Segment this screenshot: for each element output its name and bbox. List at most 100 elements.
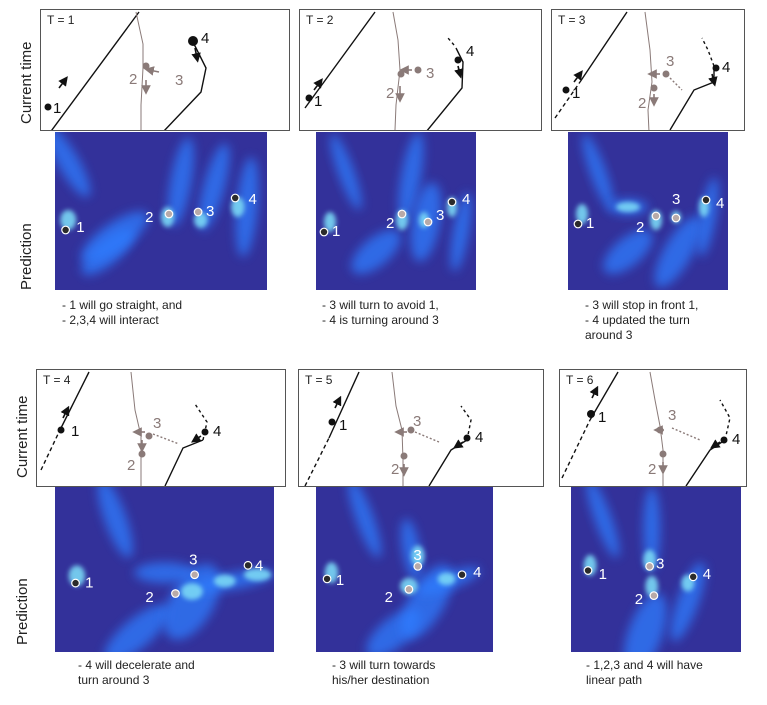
caption-line: linear path: [586, 673, 643, 687]
agent-dot: [712, 64, 720, 72]
trajectory-line: [414, 431, 440, 443]
probability-blob: [198, 143, 230, 231]
trajectory-plot: 1 2 3 4: [40, 371, 221, 486]
trajectory-plot: 1 2 3 4: [554, 11, 730, 130]
agent-dot: [44, 103, 52, 111]
agent-dot: [407, 426, 415, 434]
time-label: T = 1: [47, 13, 75, 27]
agent-marker: [404, 584, 414, 594]
agent-marker: [71, 578, 80, 588]
trajectory-line: [428, 439, 468, 486]
agent-label: 2: [385, 589, 393, 606]
agent-label: 4: [473, 564, 481, 581]
trajectory-line: [701, 37, 715, 67]
time-label: T = 2: [306, 13, 334, 27]
agent-dot: [659, 450, 667, 458]
caption-line: - 1,2,3 and 4 will have: [586, 658, 703, 672]
heading-arrow: [313, 78, 323, 91]
agent-label: 1: [599, 566, 607, 583]
current-time-panel: T = 3 1 2 3 4: [551, 9, 745, 131]
trajectory-line: [163, 41, 207, 130]
caption-line: - 4 is turning around 3: [322, 313, 439, 327]
agent-label: 2: [635, 591, 643, 608]
agent-label: 1: [572, 85, 580, 102]
row-label-current-bottom: Current time: [14, 395, 31, 478]
heading-arrow: [144, 66, 160, 76]
time-label: T = 6: [566, 373, 594, 387]
prediction-heatmap: 1 2 3 4: [316, 132, 476, 290]
agent-marker: [447, 197, 457, 207]
agent-dot: [562, 86, 570, 94]
agent-marker: [61, 225, 71, 235]
probability-blob: [450, 192, 472, 272]
trajectory-line: [164, 439, 204, 486]
row-label-current-top: Current time: [18, 41, 35, 124]
agent-label: 2: [145, 589, 153, 606]
panel-caption: - 3 will stop in front 1, - 4 updated the…: [585, 298, 698, 343]
agent-label: 4: [201, 30, 209, 47]
agent-marker: [164, 209, 174, 219]
agent-dot: [57, 426, 65, 434]
agent-label: 3: [413, 547, 421, 564]
trajectory-line: [719, 399, 731, 441]
trajectory-line: [51, 11, 140, 130]
probability-blob: [134, 562, 195, 584]
trajectory-line: [561, 419, 591, 479]
agent-marker: [171, 589, 180, 598]
agent-label: 2: [127, 457, 135, 474]
probability-blob: [235, 157, 259, 257]
probability-blob: [697, 177, 719, 257]
prediction-heatmap: 1 2 3 4: [571, 487, 741, 652]
agent-dot: [650, 84, 658, 92]
probability-blob: [81, 211, 149, 263]
probability-blob: [654, 216, 702, 288]
agent-label: 2: [129, 71, 137, 88]
agent-label: 2: [391, 461, 399, 478]
agent-marker: [397, 209, 407, 219]
probability-peak: [576, 204, 588, 224]
heading-arrow: [708, 73, 718, 87]
current-time-panel: T = 6 1 2 3 4: [559, 369, 747, 487]
agent-dot: [414, 66, 422, 74]
agent-marker: [583, 566, 593, 575]
probability-blob: [586, 487, 620, 558]
trajectory-line: [685, 439, 726, 486]
agent-marker: [423, 217, 433, 227]
caption-line: - 3 will turn towards: [332, 658, 436, 672]
time-label: T = 5: [305, 373, 333, 387]
agent-dot: [656, 426, 664, 434]
trajectory-plot: 1 2 3 4: [44, 11, 209, 130]
trajectory-line: [304, 11, 376, 109]
probability-blob: [643, 487, 661, 571]
agent-marker: [573, 219, 583, 229]
heading-arrow: [58, 76, 68, 89]
agent-label: 2: [386, 85, 394, 102]
heading-arrow: [589, 385, 599, 399]
agent-label: 3: [656, 555, 664, 572]
trajectory-plot: 1 2 3 4: [561, 371, 740, 486]
agent-label: 4: [248, 191, 256, 208]
prediction-heatmap: 1 2 3 4: [55, 132, 267, 290]
agent-dot: [400, 452, 408, 460]
probability-peak: [243, 568, 272, 581]
heading-arrow: [60, 405, 70, 419]
agent-marker: [457, 570, 467, 580]
probability-blob: [603, 229, 653, 275]
panel-caption: - 1,2,3 and 4 will have linear path: [586, 658, 703, 688]
caption-line: - 1 will go straight, and: [62, 298, 183, 312]
agent-dot: [138, 450, 146, 458]
agent-label: 1: [53, 100, 61, 117]
heading-arrow: [454, 65, 464, 79]
agent-label: 4: [255, 558, 263, 575]
probability-peak: [616, 202, 640, 212]
trajectory-line: [135, 11, 144, 130]
trajectory-line: [669, 77, 683, 91]
agent-label: 1: [339, 417, 347, 434]
caption-line: turn around 3: [78, 673, 150, 687]
agent-marker: [651, 211, 661, 221]
trajectory-line: [447, 37, 455, 46]
agent-label: 3: [175, 72, 183, 89]
agent-dot: [142, 62, 150, 70]
agent-label: 1: [76, 219, 84, 236]
agent-marker: [671, 213, 681, 223]
